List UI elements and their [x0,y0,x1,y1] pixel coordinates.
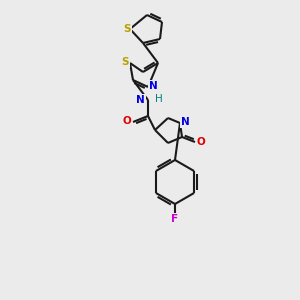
Text: O: O [196,137,206,147]
Text: N: N [181,117,189,127]
Text: O: O [123,116,131,126]
Text: F: F [171,214,178,224]
Text: H: H [155,94,163,104]
Text: N: N [148,81,158,91]
Text: S: S [121,57,129,67]
Text: N: N [136,95,145,105]
Text: S: S [123,24,131,34]
